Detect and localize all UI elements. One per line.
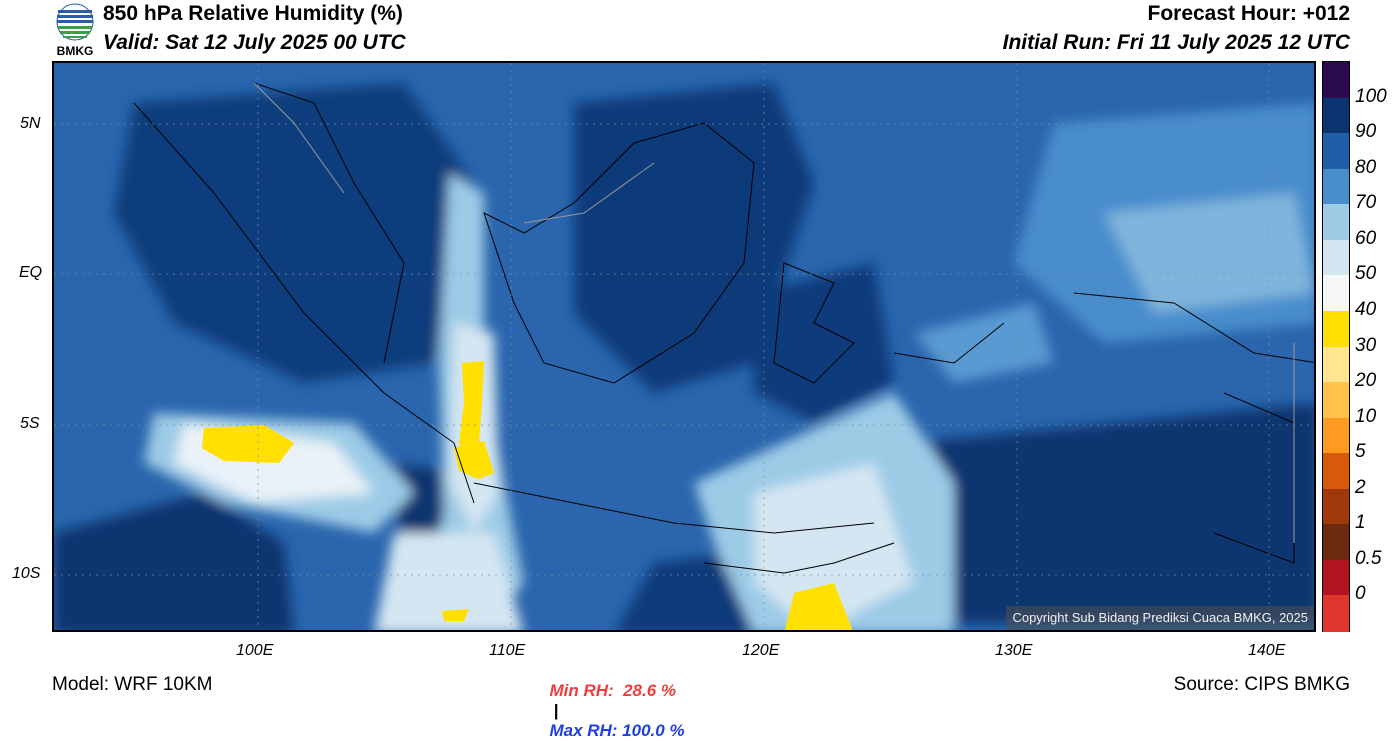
colorbar-label: 30 (1355, 334, 1377, 356)
colorbar-segment (1323, 346, 1349, 383)
model-label: Model: WRF 10KM (52, 674, 213, 695)
colorbar-label: 5 (1355, 441, 1366, 463)
colorbar-segment (1323, 417, 1349, 454)
forecast-hour: Forecast Hour: +012 (1147, 2, 1351, 25)
colorbar-label: 0 (1355, 583, 1366, 605)
colorbar-label: 2 (1355, 476, 1366, 498)
colorbar-label: 80 (1355, 156, 1377, 178)
colorbar-segment (1323, 168, 1349, 205)
colorbar-label: 60 (1355, 227, 1377, 249)
lon-tick-120e: 120E (742, 642, 780, 659)
colorbar-segment (1323, 382, 1349, 419)
colorbar-segment (1323, 559, 1349, 596)
colorbar-segment (1323, 488, 1349, 525)
rh-stats: Min RH: 28.6 % | Max RH: 100.0 % (540, 661, 685, 741)
lat-tick-eq: EQ (19, 264, 43, 281)
lon-tick-100e: 100E (236, 642, 274, 659)
colorbar-label: 10 (1355, 405, 1377, 427)
map-title: 850 hPa Relative Humidity (%) (103, 2, 403, 25)
colorbar-segment (1323, 62, 1349, 99)
colorbar-label: 1 (1355, 512, 1366, 534)
colorbar-label: 50 (1355, 263, 1377, 285)
humidity-field (54, 63, 1314, 630)
colorbar-label: 90 (1355, 121, 1377, 143)
lat-tick-10s: 10S (12, 565, 41, 582)
colorbar-label: 40 (1355, 298, 1377, 320)
colorbar (1322, 61, 1350, 632)
initial-run: Initial Run: Fri 11 July 2025 12 UTC (1002, 31, 1350, 54)
lon-tick-140e: 140E (1248, 642, 1286, 659)
copyright-box: Copyright Sub Bidang Prediksi Cuaca BMKG… (1006, 606, 1314, 630)
min-rh-label: Min RH: 28.6 % (549, 681, 677, 700)
colorbar-segment (1323, 595, 1349, 632)
colorbar-segment (1323, 310, 1349, 347)
map-panel: Copyright Sub Bidang Prediksi Cuaca BMKG… (52, 61, 1316, 632)
colorbar-segment (1323, 453, 1349, 490)
colorbar-segment (1323, 524, 1349, 561)
colorbar-label: 70 (1355, 192, 1377, 214)
max-rh-label: Max RH: 100.0 % (549, 721, 685, 740)
colorbar-label: 100 (1355, 85, 1387, 107)
copyright-text: Copyright Sub Bidang Prediksi Cuaca BMKG… (1012, 610, 1308, 625)
source-label: Source: CIPS BMKG (1173, 674, 1350, 695)
bmkg-logo-icon (56, 3, 94, 41)
colorbar-labels: 100 90 80 70 60 50 40 30 20 10 5 2 1 0.5 0 (1355, 61, 1400, 632)
colorbar-label: 20 (1355, 370, 1377, 392)
stats-separator: | (553, 701, 559, 720)
bmkg-logo: BMKG (52, 2, 98, 60)
colorbar-segment (1323, 97, 1349, 134)
colorbar-segment (1323, 133, 1349, 170)
colorbar-label: 0.5 (1355, 547, 1382, 569)
lat-tick-5s: 5S (20, 415, 40, 432)
colorbar-segment (1323, 239, 1349, 276)
colorbar-segment (1323, 275, 1349, 312)
lon-tick-130e: 130E (995, 642, 1033, 659)
valid-time: Valid: Sat 12 July 2025 00 UTC (103, 31, 406, 54)
lat-tick-5n: 5N (20, 115, 41, 132)
lon-tick-110e: 110E (489, 642, 526, 659)
logo-text: BMKG (56, 44, 94, 58)
colorbar-segment (1323, 204, 1349, 241)
